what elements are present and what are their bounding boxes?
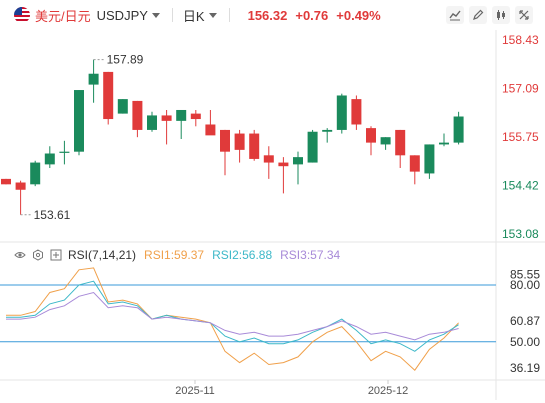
rsi-series-line xyxy=(6,291,459,341)
rsi2-value: RSI2:56.88 xyxy=(212,248,273,262)
rsi1-value: RSI1:59.37 xyxy=(144,248,205,262)
candle-body xyxy=(351,99,362,125)
fullscreen-icon[interactable] xyxy=(515,6,533,24)
current-price: 156.32 xyxy=(247,7,288,23)
rsi-legend: RSI(7,14,21) RSI1:59.37 RSI2:56.88 RSI3:… xyxy=(14,246,340,264)
candle-body xyxy=(88,73,99,85)
candle-body xyxy=(1,178,11,185)
rsi-title: RSI(7,14,21) xyxy=(68,248,137,262)
candle-body xyxy=(59,151,70,153)
add-indicator-icon[interactable] xyxy=(50,249,62,261)
candle-body xyxy=(44,153,55,165)
candle-body xyxy=(278,162,289,167)
candle-body xyxy=(117,99,128,114)
price-change-pct: +0.49% xyxy=(336,7,381,23)
candle-body xyxy=(395,129,406,156)
candle-style-icon[interactable] xyxy=(492,6,510,24)
rsi-tick-label: 85.55 xyxy=(510,267,540,281)
candle-body xyxy=(249,133,260,159)
candle-body xyxy=(336,95,347,130)
price-tick-label: 154.42 xyxy=(502,178,539,192)
rsi3-value: RSI3:57.34 xyxy=(280,248,341,262)
price-tick-label: 155.75 xyxy=(502,130,539,144)
candle-body xyxy=(380,137,391,145)
rsi-tick-label: 50.00 xyxy=(510,335,540,349)
price-tick-label: 153.08 xyxy=(502,227,539,241)
date-tick-label: 2025-12 xyxy=(368,385,408,397)
candle-body xyxy=(322,129,333,132)
candle-body xyxy=(263,155,274,163)
period-selector[interactable]: 日K xyxy=(182,8,205,24)
candle-body xyxy=(205,124,216,136)
rsi-series-line xyxy=(6,267,459,371)
candle-body xyxy=(220,129,230,152)
candle-body xyxy=(453,116,464,143)
chevron-down-icon[interactable] xyxy=(151,12,160,18)
draw-icon[interactable] xyxy=(469,6,487,24)
candle-body xyxy=(176,109,187,121)
price-tick-label: 157.09 xyxy=(502,82,539,96)
candle-body xyxy=(74,90,84,152)
candle-body xyxy=(15,182,26,190)
candle-body xyxy=(161,115,172,121)
pair-name-cn[interactable]: 美元/日元 xyxy=(35,8,91,24)
rsi-tick-label: 80.00 xyxy=(510,278,540,292)
candle-body xyxy=(439,142,449,145)
price-tick-label: 158.43 xyxy=(502,33,539,47)
divider xyxy=(228,8,230,22)
rsi-series-line xyxy=(6,280,459,352)
date-tick-label: 2025-11 xyxy=(175,385,215,397)
price-change: +0.76 xyxy=(295,7,329,23)
candle-body xyxy=(293,157,303,165)
us-flag-icon xyxy=(14,7,30,23)
candle-body xyxy=(30,162,41,185)
rsi-tick-label: 60.87 xyxy=(510,314,540,328)
candle-body xyxy=(234,133,245,150)
candle-body xyxy=(409,155,420,172)
pair-symbol[interactable]: USDJPY xyxy=(96,7,148,23)
toolbar xyxy=(446,6,533,24)
candle-body xyxy=(307,131,318,163)
chevron-down-icon[interactable] xyxy=(208,12,217,18)
candle-body xyxy=(190,113,201,120)
indicator-icon[interactable] xyxy=(446,6,464,24)
eye-icon[interactable] xyxy=(14,249,26,261)
rsi-tick-label: 36.19 xyxy=(510,361,540,375)
candle-body xyxy=(147,115,157,130)
high-annotation: 157.89 xyxy=(107,53,144,67)
divider xyxy=(171,8,173,22)
candle-body xyxy=(103,71,114,120)
candle-body xyxy=(366,128,376,143)
candle-body xyxy=(132,100,143,130)
low-annotation: 153.61 xyxy=(34,208,71,222)
candle-body xyxy=(424,144,435,174)
settings-icon[interactable] xyxy=(32,249,44,261)
header-bar: 美元/日元 USDJPY 日K 156.32 +0.76 +0.49% xyxy=(0,0,545,30)
